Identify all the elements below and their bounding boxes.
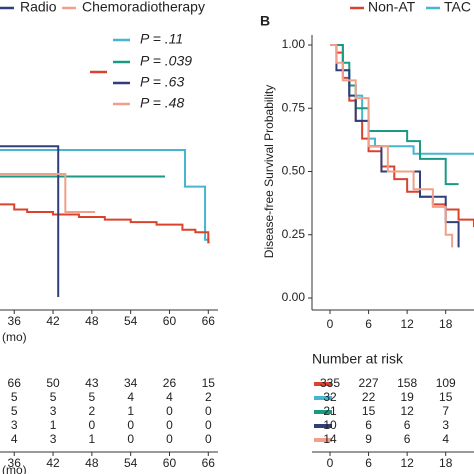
risk-x-tick-label: 6: [365, 456, 372, 470]
survival-curve: [0, 203, 210, 244]
risk-count: 19: [400, 390, 414, 404]
risk-count: 3: [50, 404, 57, 418]
risk-count: 5: [50, 390, 57, 404]
risk-x-tick-label: 18: [439, 456, 453, 470]
risk-count: 1: [127, 404, 134, 418]
legend-label: Non-AT: [368, 0, 416, 15]
y-tick-label: 1.00: [282, 37, 306, 51]
x-tick-label: 6: [365, 317, 372, 331]
risk-count: 5: [11, 390, 18, 404]
risk-count: 109: [436, 376, 456, 390]
legend-label: Radio: [20, 0, 57, 15]
risk-count: 3: [442, 418, 449, 432]
risk-count: 4: [442, 432, 449, 446]
risk-x-tick-label: 60: [163, 456, 177, 470]
risk-count: 4: [11, 432, 18, 446]
risk-count: 0: [205, 404, 212, 418]
x-tick-label: 54: [124, 314, 138, 328]
risk-count: 3: [11, 418, 18, 432]
risk-count: 0: [166, 432, 173, 446]
risk-count: 0: [205, 432, 212, 446]
risk-count: 9: [365, 432, 372, 446]
risk-count: 0: [127, 432, 134, 446]
risk-count: 4: [166, 390, 173, 404]
risk-count: 227: [359, 376, 379, 390]
y-tick-label: 0.00: [282, 290, 306, 304]
risk-x-axis-label: (mo): [2, 463, 27, 474]
risk-count: 0: [205, 418, 212, 432]
risk-count: 15: [362, 404, 376, 418]
risk-count: 5: [89, 390, 96, 404]
p-value-label: P = .11: [140, 31, 183, 47]
risk-x-tick-label: 42: [46, 456, 60, 470]
risk-count: 12: [400, 404, 414, 418]
risk-count: 0: [166, 404, 173, 418]
risk-count: 22: [362, 390, 376, 404]
risk-count: 158: [397, 376, 417, 390]
survival-curve: [330, 44, 474, 155]
legend-label: Chemoradiotherapy: [82, 0, 205, 15]
risk-count: 10: [323, 418, 337, 432]
risk-count: 4: [127, 390, 134, 404]
x-axis-label: (mo): [2, 330, 27, 344]
risk-count: 2: [89, 404, 96, 418]
risk-count: 0: [166, 418, 173, 432]
risk-x-tick-label: 12: [400, 456, 414, 470]
p-value-label: P = .039: [140, 53, 192, 69]
risk-count: 43: [85, 376, 99, 390]
survival-curve: [0, 148, 210, 241]
survival-curve: [0, 173, 96, 213]
risk-x-tick-label: 54: [124, 456, 138, 470]
risk-count: 14: [323, 432, 337, 446]
risk-count: 5: [11, 404, 18, 418]
risk-count: 15: [439, 390, 453, 404]
x-tick-label: 36: [8, 314, 22, 328]
risk-x-tick-label: 66: [202, 456, 216, 470]
y-axis-label: Disease-free Survival Probability: [262, 85, 276, 258]
survival-curve: [330, 44, 459, 186]
p-value-label: P = .63: [140, 74, 184, 90]
risk-count: 6: [404, 432, 411, 446]
panel-label: B: [260, 13, 270, 29]
p-value-label: P = .48: [140, 95, 184, 111]
risk-x-tick-label: 48: [85, 456, 99, 470]
y-tick-label: 0.50: [282, 164, 306, 178]
risk-count: 21: [323, 404, 337, 418]
x-tick-label: 18: [439, 317, 453, 331]
risk-count: 66: [8, 376, 22, 390]
x-tick-label: 42: [46, 314, 60, 328]
x-tick-label: 48: [85, 314, 99, 328]
risk-count: 26: [163, 376, 177, 390]
risk-table-title: Number at risk: [312, 351, 404, 367]
risk-count: 335: [320, 376, 340, 390]
risk-count: 6: [404, 418, 411, 432]
x-tick-label: 12: [400, 317, 414, 331]
legend-label: TAC: [444, 0, 471, 15]
risk-count: 0: [127, 418, 134, 432]
risk-count: 7: [442, 404, 449, 418]
risk-count: 0: [89, 418, 96, 432]
x-tick-label: 60: [163, 314, 177, 328]
risk-count: 34: [124, 376, 138, 390]
risk-count: 1: [89, 432, 96, 446]
y-tick-label: 0.25: [282, 227, 306, 241]
risk-count: 1: [50, 418, 57, 432]
survival-curve: [330, 44, 474, 228]
risk-count: 50: [46, 376, 60, 390]
risk-count: 15: [202, 376, 216, 390]
x-tick-label: 0: [327, 317, 334, 331]
risk-x-tick-label: 36: [8, 456, 22, 470]
survival-curve: [0, 145, 60, 297]
risk-count: 2: [205, 390, 212, 404]
survival-curve: [330, 44, 454, 248]
x-tick-label: 66: [202, 314, 216, 328]
y-tick-label: 0.75: [282, 100, 306, 114]
risk-count: 3: [50, 432, 57, 446]
risk-count: 6: [365, 418, 372, 432]
risk-count: 32: [323, 390, 337, 404]
risk-x-tick-label: 0: [327, 456, 334, 470]
